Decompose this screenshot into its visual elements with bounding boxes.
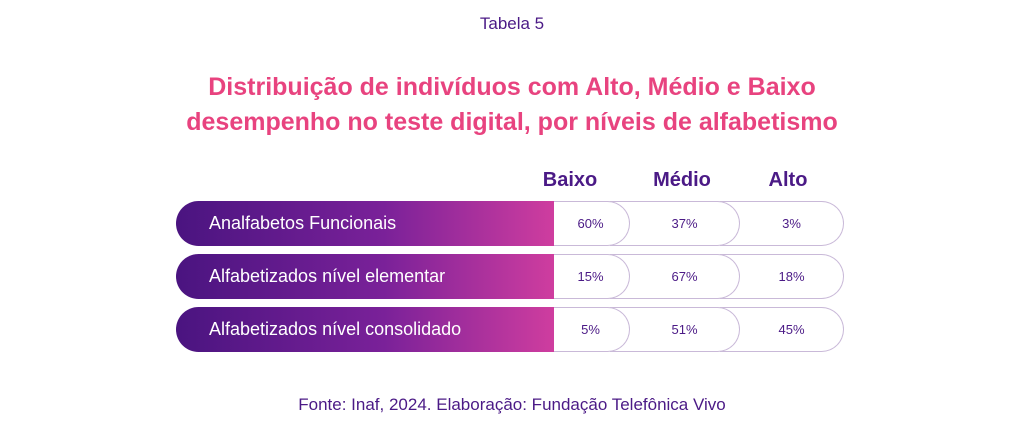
table-row: Alfabetizados nível consolidado 5% 51% 4…: [176, 307, 844, 352]
column-header-alto: Alto: [768, 169, 808, 191]
table-caption: Tabela 5: [479, 14, 545, 33]
cell-alto: 18%: [720, 254, 844, 299]
column-header-medio: Médio: [653, 169, 711, 191]
table-row: Alfabetizados nível elementar 15% 67% 18…: [176, 254, 844, 299]
cell-medio: 37%: [610, 201, 740, 246]
cell-alto: 45%: [720, 307, 844, 352]
row-label: Alfabetizados nível consolidado: [176, 307, 554, 352]
title-line-1: Distribuição de indivíduos com Alto, Méd…: [208, 73, 816, 101]
cell-medio: 67%: [610, 254, 740, 299]
source-note: Fonte: Inaf, 2024. Elaboração: Fundação …: [298, 395, 726, 414]
cell-medio: 51%: [610, 307, 740, 352]
row-label: Alfabetizados nível elementar: [176, 254, 554, 299]
table-title: Distribuição de indivíduos com Alto, Méd…: [0, 70, 1024, 140]
title-line-2: desempenho no teste digital, por níveis …: [186, 108, 838, 136]
cell-alto: 3%: [720, 201, 844, 246]
row-label: Analfabetos Funcionais: [176, 201, 554, 246]
table-row: Analfabetos Funcionais 60% 37% 3%: [176, 201, 844, 246]
column-header-baixo: Baixo: [542, 169, 598, 191]
